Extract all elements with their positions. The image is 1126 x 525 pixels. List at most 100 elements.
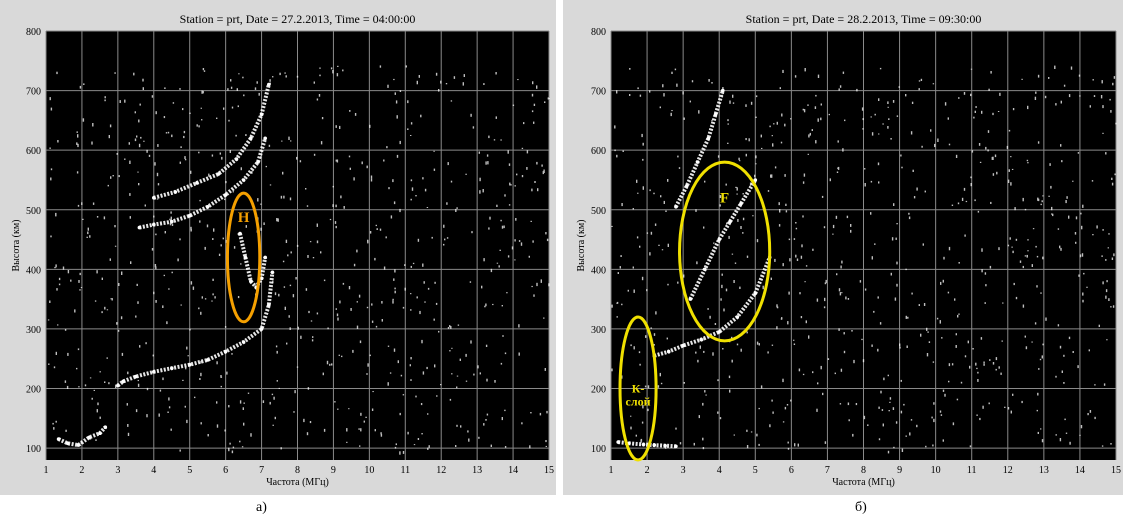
noise-speck: [667, 283, 669, 286]
noise-speck: [245, 225, 247, 228]
x-tick-label: 3: [115, 465, 120, 476]
noise-speck: [500, 219, 502, 222]
noise-speck: [216, 424, 219, 428]
noise-speck: [1110, 443, 1112, 445]
trace-point: [666, 349, 671, 354]
noise-speck: [260, 227, 262, 231]
noise-speck: [845, 296, 847, 300]
noise-speck: [852, 433, 854, 437]
noise-speck: [855, 403, 858, 406]
noise-speck: [124, 99, 126, 103]
noise-speck: [974, 199, 976, 202]
trace-point: [152, 370, 156, 374]
noise-speck: [142, 87, 144, 90]
noise-speck: [293, 411, 295, 413]
noise-speck: [499, 249, 501, 251]
trace-f-upper: [674, 88, 725, 209]
noise-speck: [659, 372, 661, 377]
y-tick-label: 400: [591, 265, 606, 276]
noise-speck: [367, 363, 369, 367]
noise-speck: [746, 331, 748, 334]
noise-speck: [169, 222, 172, 226]
noise-speck: [832, 233, 834, 235]
noise-speck: [922, 243, 924, 246]
noise-speck: [739, 286, 741, 289]
noise-speck: [641, 421, 644, 424]
noise-speck: [803, 109, 806, 113]
noise-speck: [988, 88, 990, 91]
noise-speck: [975, 362, 977, 366]
noise-speck: [762, 285, 764, 290]
noise-speck: [1022, 265, 1024, 269]
noise-speck: [421, 433, 423, 435]
noise-speck: [151, 95, 154, 98]
noise-speck: [50, 235, 52, 238]
noise-speck: [887, 450, 890, 454]
noise-speck: [410, 122, 413, 125]
noise-speck: [1075, 216, 1078, 220]
noise-speck: [367, 240, 369, 244]
noise-speck: [879, 67, 882, 70]
noise-speck: [864, 288, 867, 291]
noise-speck: [55, 212, 57, 217]
noise-speck: [361, 161, 363, 165]
noise-speck: [658, 244, 660, 246]
noise-speck: [1051, 206, 1053, 211]
noise-speck: [323, 279, 326, 282]
noise-speck: [639, 245, 641, 248]
noise-speck: [520, 242, 523, 246]
noise-speck: [1048, 77, 1050, 79]
noise-speck: [424, 188, 427, 192]
noise-speck: [489, 216, 491, 220]
noise-speck: [1052, 213, 1054, 217]
noise-speck: [76, 142, 78, 145]
noise-speck: [1061, 160, 1063, 163]
noise-speck: [958, 313, 960, 315]
noise-speck: [1037, 392, 1039, 396]
noise-speck: [975, 106, 977, 108]
noise-speck: [981, 248, 983, 252]
noise-speck: [1094, 384, 1096, 386]
y-tick-label: 600: [26, 146, 41, 157]
trace-top: [152, 82, 271, 200]
noise-speck: [992, 112, 994, 116]
noise-speck: [784, 123, 786, 127]
noise-speck: [843, 350, 846, 354]
trace-point: [103, 425, 108, 430]
noise-speck: [479, 372, 481, 375]
noise-speck: [502, 335, 504, 337]
noise-speck: [211, 154, 214, 157]
noise-speck: [755, 163, 757, 165]
noise-speck: [331, 363, 333, 366]
noise-speck: [790, 118, 792, 120]
noise-speck: [843, 332, 845, 335]
noise-speck: [545, 445, 547, 447]
noise-speck: [450, 326, 452, 329]
trace-point: [259, 112, 264, 117]
noise-speck: [86, 236, 88, 238]
noise-speck: [394, 290, 396, 294]
noise-speck: [794, 443, 796, 447]
noise-speck: [862, 128, 864, 130]
noise-speck: [216, 361, 218, 365]
noise-speck: [465, 173, 467, 175]
annotation-label: К-слой: [626, 382, 651, 409]
trace-point: [706, 136, 711, 141]
noise-speck: [530, 220, 532, 222]
noise-speck: [470, 340, 472, 344]
noise-speck: [440, 80, 442, 84]
noise-speck: [985, 146, 987, 150]
noise-speck: [864, 168, 866, 170]
noise-speck: [281, 140, 283, 142]
noise-speck: [660, 382, 663, 385]
noise-speck: [841, 292, 843, 294]
noise-speck: [463, 74, 465, 77]
noise-speck: [880, 390, 882, 394]
noise-speck: [316, 240, 319, 244]
y-tick-label: 500: [591, 206, 606, 217]
noise-speck: [639, 94, 642, 97]
noise-speck: [621, 375, 623, 379]
noise-speck: [1079, 434, 1081, 436]
noise-speck: [410, 309, 412, 311]
noise-speck: [776, 326, 778, 330]
